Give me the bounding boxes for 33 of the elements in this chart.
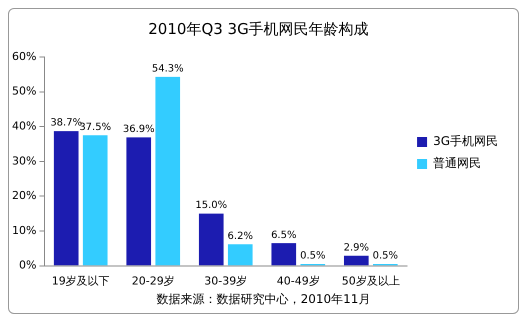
bar: [344, 256, 369, 266]
y-tick-label: 30%: [12, 154, 36, 168]
data-label: 6.5%: [271, 230, 296, 241]
bar: [155, 76, 180, 266]
x-tick-label: 40-49岁: [276, 274, 320, 288]
data-label: 2.9%: [344, 242, 370, 254]
y-tick-label: 10%: [12, 224, 36, 237]
x-tick-label: 50岁及以上: [342, 274, 400, 288]
bar: [126, 137, 152, 266]
x-tick-label: 20-29岁: [132, 274, 175, 288]
legend-label: 3G手机网民: [433, 134, 498, 148]
bar: [82, 135, 108, 266]
y-tick-label: 40%: [12, 119, 36, 132]
data-label: 54.3%: [152, 63, 184, 74]
data-label: 6.2%: [228, 230, 253, 242]
x-tick-label: 30-39岁: [204, 274, 248, 288]
chart-title: 2010年Q3 3G手机网民年龄构成: [148, 20, 369, 38]
bar: [54, 131, 79, 266]
source-note: 数据来源：数据研究中心，2010年11月: [156, 291, 372, 308]
data-label: 15.0%: [195, 200, 228, 212]
data-label: 36.9%: [122, 124, 155, 135]
bar: [198, 214, 224, 266]
data-label: 0.5%: [300, 250, 326, 262]
x-tick-label: 19岁及以下: [52, 274, 110, 288]
bar: [228, 244, 253, 266]
bar: [271, 243, 296, 266]
data-label: 38.7%: [50, 118, 82, 129]
y-tick-label: 60%: [12, 50, 36, 63]
y-tick-label: 50%: [12, 84, 36, 98]
data-label: 0.5%: [372, 250, 398, 262]
y-tick-label: 0%: [18, 258, 36, 272]
y-tick-label: 20%: [12, 189, 36, 202]
legend-label: 普通网民: [433, 156, 482, 170]
